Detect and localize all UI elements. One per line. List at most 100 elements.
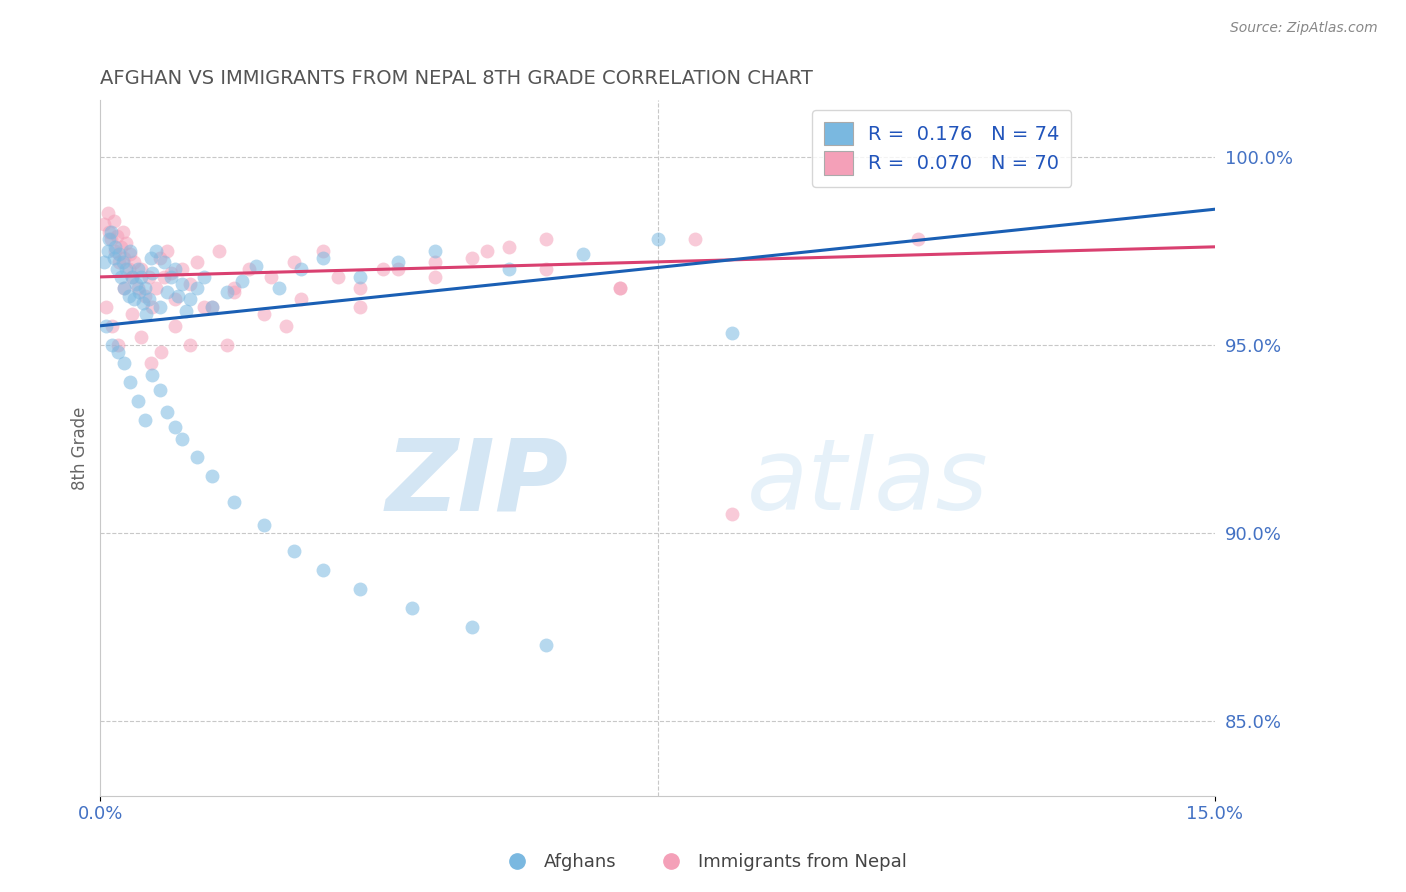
Point [349,300,371,314]
Point [186,255,208,269]
Point [135,308,157,322]
Point [387,255,409,269]
Point [186,281,208,295]
Point [179,337,201,351]
Point [349,281,371,295]
Point [152,255,174,269]
Text: Source: ZipAtlas.com: Source: ZipAtlas.com [1230,21,1378,35]
Point [93,217,115,231]
Point [160,269,183,284]
Point [179,277,201,292]
Point [112,251,135,265]
Point [290,293,312,307]
Point [129,262,152,277]
Point [117,262,139,277]
Point [423,244,446,258]
Point [647,232,669,246]
Point [149,251,172,265]
Point [93,255,115,269]
Point [112,281,135,295]
Point [145,244,167,258]
Point [371,262,394,277]
Point [238,262,260,277]
Point [253,518,276,533]
Point [156,285,179,299]
Point [907,232,929,246]
Point [572,247,595,261]
Point [134,413,156,427]
Point [387,262,409,277]
Point [231,274,253,288]
Point [97,206,120,220]
Point [260,269,283,284]
Point [129,269,152,284]
Point [107,337,129,351]
Point [283,255,305,269]
Point [349,269,371,284]
Point [534,232,557,246]
Point [134,281,156,295]
Point [721,326,744,341]
Point [112,356,135,370]
Point [172,262,194,277]
Point [103,251,125,265]
Text: AFGHAN VS IMMIGRANTS FROM NEPAL 8TH GRADE CORRELATION CHART: AFGHAN VS IMMIGRANTS FROM NEPAL 8TH GRAD… [100,69,813,87]
Point [222,281,245,295]
Point [534,262,557,277]
Point [121,269,143,284]
Point [97,244,120,258]
Point [401,600,423,615]
Point [108,247,131,261]
Point [122,293,145,307]
Point [127,262,149,277]
Point [193,300,215,314]
Point [475,244,498,258]
Point [160,266,183,280]
Point [105,228,128,243]
Point [128,285,150,299]
Point [104,240,127,254]
Point [201,300,224,314]
Point [111,225,134,239]
Point [156,244,179,258]
Point [215,285,238,299]
Point [461,619,484,633]
Point [115,262,138,277]
Point [290,262,312,277]
Point [110,269,132,284]
Point [253,308,276,322]
Point [121,308,143,322]
Point [461,251,484,265]
Point [100,232,122,246]
Point [101,318,124,333]
Point [139,251,162,265]
Point [274,318,297,333]
Point [609,281,631,295]
Point [215,337,238,351]
Point [186,450,208,465]
Point [245,259,267,273]
Point [103,213,125,227]
Point [120,247,142,261]
Point [534,639,557,653]
Point [721,507,744,521]
Point [127,281,149,295]
Text: ZIP: ZIP [385,434,568,532]
Point [222,285,245,299]
Point [139,356,162,370]
Point [125,277,148,292]
Point [141,368,163,382]
Point [683,232,706,246]
Point [201,469,224,483]
Point [423,255,446,269]
Point [132,296,155,310]
Point [150,345,173,359]
Point [174,303,197,318]
Point [167,289,190,303]
Point [179,293,201,307]
Point [108,255,131,269]
Point [498,240,520,254]
Point [163,293,186,307]
Point [141,266,163,280]
Point [120,244,142,258]
